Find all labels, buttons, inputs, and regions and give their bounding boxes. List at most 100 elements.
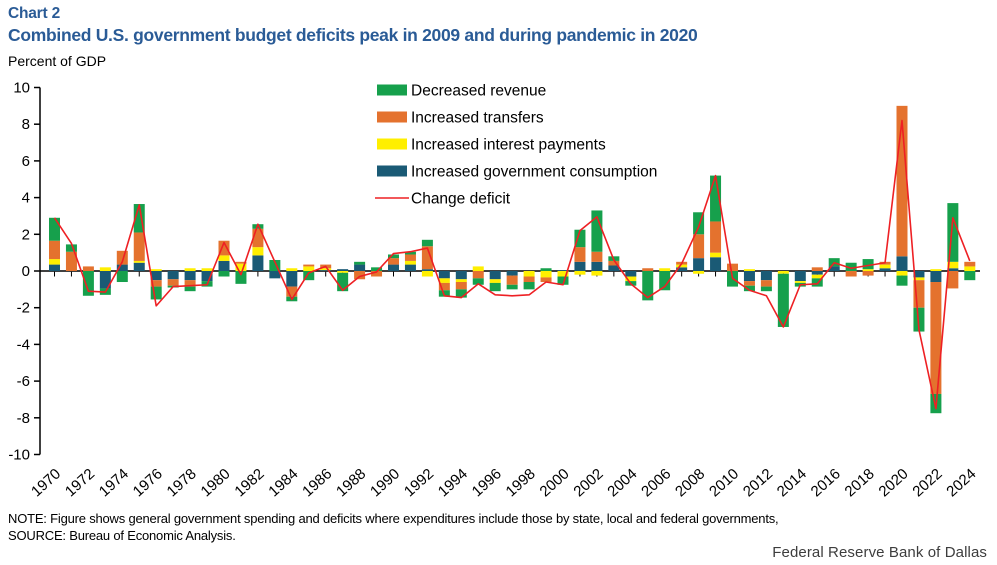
bar-segment-revenue-1994 — [455, 289, 467, 298]
bar-segment-revenue-2015 — [811, 278, 823, 287]
x-axis-tick-label: 2008 — [672, 465, 708, 500]
bar-segment-interest-1985 — [303, 266, 315, 271]
bar-segment-transfers-1972 — [82, 266, 94, 271]
bar-segment-transfers-1984 — [286, 286, 298, 297]
bar-segment-revenue-1992 — [421, 239, 433, 247]
bar-segment-revenue-1976 — [150, 286, 162, 300]
bar-segment-interest-2002 — [591, 271, 603, 276]
bar-segment-consumption-2020 — [896, 256, 908, 271]
x-axis-tick-label: 1974 — [96, 465, 132, 500]
bar-segment-consumption-1988 — [354, 264, 366, 271]
bar-segment-consumption-1975 — [133, 262, 145, 271]
bar-segment-consumption-1980 — [218, 260, 230, 271]
bar-segment-revenue-2012 — [760, 286, 772, 292]
bar-segment-revenue-1980 — [218, 271, 230, 277]
bar-segment-consumption-2021 — [913, 271, 925, 278]
bar-segment-interest-2001 — [574, 271, 586, 275]
x-axis-tick-label: 2014 — [774, 465, 810, 500]
x-axis-tick-label: 2010 — [706, 465, 742, 500]
bar-segment-revenue-1988 — [354, 261, 366, 265]
bar-segment-consumption-1997 — [506, 271, 518, 276]
bar-segment-interest-2014 — [794, 281, 806, 283]
bar-segment-revenue-1985 — [303, 271, 315, 281]
bar-segment-interest-1993 — [438, 278, 450, 283]
bar-segment-consumption-2011 — [743, 271, 755, 282]
y-axis-tick-label: 0 — [22, 263, 30, 280]
legend-label-interest: Increased interest payments — [411, 137, 606, 154]
legend-label-revenue: Decreased revenue — [411, 83, 546, 100]
bar-segment-transfers-1978 — [184, 280, 196, 287]
bar-segment-transfers-1976 — [150, 280, 162, 287]
bar-segment-revenue-2024 — [964, 271, 976, 281]
bar-segment-revenue-2008 — [693, 212, 705, 235]
bar-segment-transfers-1999 — [540, 277, 552, 283]
x-axis-tick-label: 1998 — [503, 465, 539, 500]
bar-segment-consumption-2019 — [879, 268, 891, 271]
bar-segment-transfers-2008 — [693, 234, 705, 259]
bar-segment-interest-1970 — [49, 259, 60, 265]
bar-segment-interest-1999 — [540, 271, 552, 278]
bar-segment-consumption-1970 — [49, 264, 60, 271]
x-axis-tick-label: 2006 — [638, 465, 674, 500]
bar-segment-interest-1978 — [184, 268, 196, 271]
y-axis-tick-label: -6 — [17, 373, 30, 390]
bar-segment-interest-2015 — [811, 274, 823, 279]
bar-segment-interest-1981 — [235, 263, 247, 271]
bar-segment-interest-2013 — [777, 271, 789, 274]
bar-segment-consumption-1990 — [388, 264, 399, 271]
bar-segment-consumption-1994 — [455, 271, 467, 280]
bar-segment-transfers-1989 — [371, 271, 383, 277]
bar-segment-consumption-2008 — [693, 258, 705, 271]
bar-segment-revenue-1987 — [337, 272, 349, 292]
bar-segment-transfers-2022 — [930, 282, 942, 394]
bar-segment-interest-1991 — [404, 260, 416, 265]
y-axis-tick-label: 6 — [22, 153, 30, 170]
y-axis-tick-label: 2 — [22, 226, 30, 243]
bar-segment-interest-2019 — [879, 264, 891, 269]
chart-header: Chart 2 Combined U.S. government budget … — [8, 5, 698, 69]
legend-label-line: Change deficit — [411, 191, 511, 208]
bar-segment-consumption-1982 — [252, 255, 264, 271]
legend-label-consumption: Increased government consumption — [411, 164, 657, 181]
bar-segment-transfers-2015 — [811, 267, 823, 271]
legend-swatch-interest — [377, 138, 407, 150]
x-axis-tick-label: 1970 — [28, 465, 64, 500]
bar-segment-transfers-2010 — [727, 263, 738, 271]
bar-segment-consumption-2014 — [794, 271, 806, 282]
bar-segment-transfers-2012 — [760, 280, 772, 287]
bar-segment-interest-2000 — [557, 271, 569, 277]
bar-segment-consumption-2023 — [947, 268, 959, 271]
bar-segment-interest-1998 — [523, 271, 535, 277]
bar-segment-interest-1987 — [337, 271, 349, 273]
bar-segment-transfers-1971 — [65, 251, 77, 271]
bar-segment-consumption-1974 — [116, 264, 128, 271]
bar-segment-interest-2020 — [896, 271, 908, 276]
bar-segment-transfers-2005 — [642, 268, 654, 271]
bar-segment-transfers-1988 — [354, 271, 366, 280]
change-deficit-line — [53, 119, 971, 410]
x-axis-tick-label: 1986 — [299, 465, 335, 500]
bar-segment-revenue-1970 — [49, 217, 60, 241]
y-axis-tick-label: -2 — [17, 300, 30, 317]
bar-segment-interest-2024 — [964, 266, 976, 271]
chart-title: Combined U.S. government budget deficits… — [8, 25, 698, 45]
bar-segment-interest-1995 — [472, 266, 484, 271]
bar-segment-transfers-2023 — [947, 271, 959, 289]
bar-segment-interest-1996 — [489, 279, 501, 283]
bar-segment-revenue-1991 — [404, 251, 416, 255]
bar-segment-interest-1982 — [252, 247, 264, 256]
bar-segment-revenue-1995 — [472, 278, 484, 285]
bar-segment-interest-1979 — [201, 268, 213, 271]
bar-segment-transfers-1997 — [506, 275, 518, 285]
bar-segment-interest-1986 — [320, 268, 332, 271]
x-axis-tick-label: 2002 — [570, 465, 606, 500]
bar-segment-revenue-2009 — [710, 175, 722, 222]
bar-segment-interest-2022 — [930, 269, 942, 271]
bar-segment-revenue-1989 — [371, 267, 383, 271]
bar-segment-revenue-2001 — [574, 229, 586, 248]
bar-segment-interest-2011 — [743, 269, 755, 271]
x-axis-tick-label: 1976 — [130, 465, 166, 500]
bar-segment-transfers-1990 — [388, 258, 399, 265]
bar-segment-interest-2018 — [862, 269, 874, 271]
